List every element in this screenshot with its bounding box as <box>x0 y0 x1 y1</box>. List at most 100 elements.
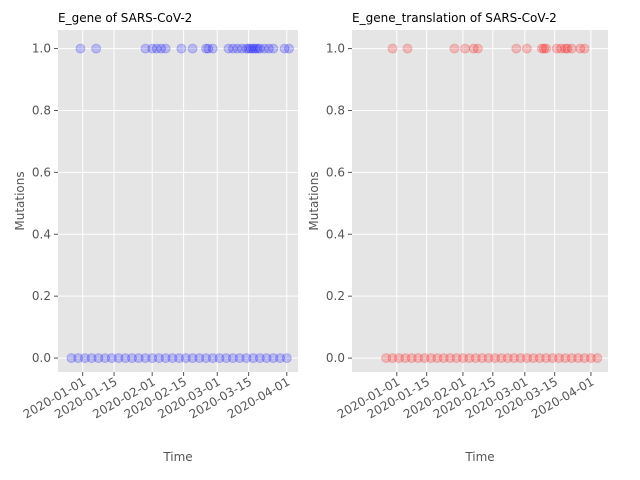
point <box>521 43 532 54</box>
point <box>541 43 552 54</box>
point <box>243 43 254 54</box>
point <box>451 353 462 364</box>
point <box>151 43 162 54</box>
chart-title: E_gene of SARS-CoV-2 <box>58 11 192 25</box>
point <box>406 353 417 364</box>
point <box>464 353 475 364</box>
point <box>167 353 178 364</box>
point <box>541 353 552 364</box>
point <box>472 43 483 54</box>
y-tick-label: 0.6 <box>32 165 51 179</box>
point <box>259 43 270 54</box>
point <box>252 43 263 54</box>
point <box>585 353 596 364</box>
point <box>536 43 547 54</box>
point <box>560 43 571 54</box>
point <box>566 353 577 364</box>
point <box>566 43 577 54</box>
point <box>402 43 413 54</box>
point <box>496 353 507 364</box>
point <box>254 43 265 54</box>
point <box>106 353 117 364</box>
point <box>100 353 111 364</box>
chart-title: E_gene_translation of SARS-CoV-2 <box>352 11 557 25</box>
point <box>489 353 500 364</box>
point <box>153 353 164 364</box>
point <box>140 43 151 54</box>
point <box>180 353 191 364</box>
point <box>281 353 292 364</box>
y-tick-label: 1.0 <box>326 42 345 56</box>
point <box>248 353 259 364</box>
point <box>400 353 411 364</box>
x-axis-label: Time <box>464 450 494 464</box>
point <box>221 353 232 364</box>
point <box>515 353 526 364</box>
point <box>551 43 562 54</box>
point <box>156 43 167 54</box>
point <box>66 353 77 364</box>
point <box>133 353 144 364</box>
point <box>86 353 97 364</box>
point <box>187 43 198 54</box>
point <box>227 353 238 364</box>
y-tick-label: 0.8 <box>32 103 51 117</box>
y-axis-label: Mutations <box>13 171 27 230</box>
point <box>562 43 573 54</box>
point <box>207 43 218 54</box>
point <box>73 353 84 364</box>
point <box>248 43 259 54</box>
point <box>445 353 456 364</box>
plot-area <box>352 30 608 372</box>
point <box>113 353 124 364</box>
y-tick-label: 0.0 <box>326 351 345 365</box>
point <box>432 353 443 364</box>
point <box>127 353 138 364</box>
point <box>120 353 131 364</box>
point <box>254 353 265 364</box>
point <box>511 43 522 54</box>
y-tick-label: 0.4 <box>32 227 51 241</box>
point <box>236 43 247 54</box>
point <box>413 353 424 364</box>
y-tick-label: 0.2 <box>326 289 345 303</box>
point <box>438 353 449 364</box>
point <box>457 353 468 364</box>
point <box>387 43 398 54</box>
point <box>223 43 234 54</box>
point <box>553 353 564 364</box>
point <box>579 353 590 364</box>
point <box>528 353 539 364</box>
point <box>468 43 479 54</box>
point <box>174 353 185 364</box>
point <box>470 353 481 364</box>
point <box>547 353 558 364</box>
point <box>387 353 398 364</box>
point <box>268 43 279 54</box>
point <box>579 43 590 54</box>
point <box>203 43 214 54</box>
point <box>214 353 225 364</box>
point <box>509 353 520 364</box>
point <box>234 353 245 364</box>
point <box>93 353 104 364</box>
x-axis-label: Time <box>162 450 192 464</box>
point <box>160 43 171 54</box>
point <box>207 353 218 364</box>
point <box>91 43 102 54</box>
point <box>279 43 290 54</box>
point <box>250 43 261 54</box>
point <box>539 43 549 54</box>
point <box>261 353 272 364</box>
point <box>381 353 392 364</box>
point <box>534 353 545 364</box>
point <box>284 43 295 54</box>
point <box>75 43 86 54</box>
y-axis-label: Mutations <box>307 171 321 230</box>
point <box>560 353 571 364</box>
point <box>232 43 243 54</box>
point <box>483 353 494 364</box>
y-tick-label: 0.0 <box>32 351 51 365</box>
point <box>502 353 513 364</box>
